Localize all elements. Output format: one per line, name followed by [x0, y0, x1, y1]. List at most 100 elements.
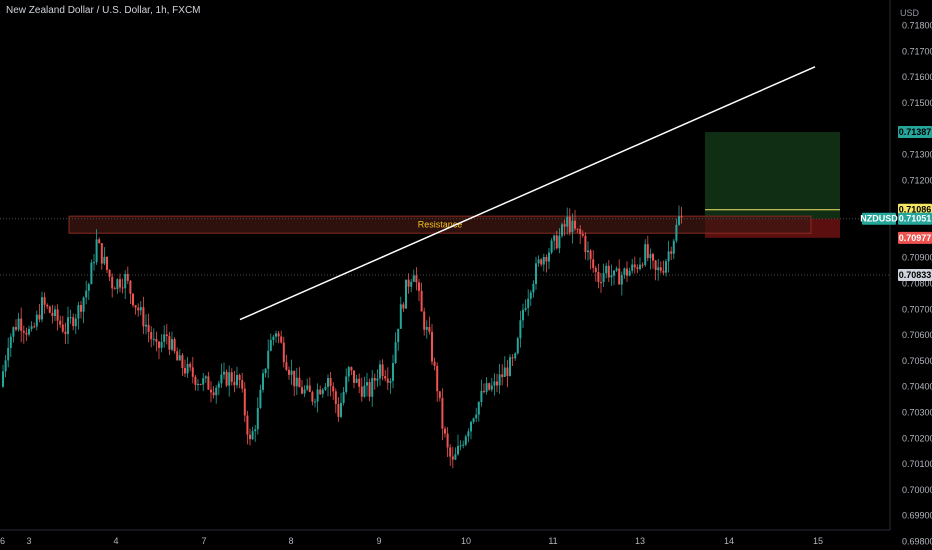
candle[interactable]	[116, 278, 119, 294]
candle[interactable]	[563, 219, 566, 236]
candle[interactable]	[254, 424, 257, 442]
candle[interactable]	[217, 380, 220, 396]
candle[interactable]	[280, 330, 283, 344]
candle[interactable]	[233, 371, 236, 393]
candle[interactable]	[324, 383, 327, 391]
candle[interactable]	[103, 247, 106, 266]
candle[interactable]	[197, 379, 199, 391]
candle[interactable]	[61, 316, 64, 334]
candle[interactable]	[290, 359, 293, 385]
candle[interactable]	[605, 262, 608, 279]
candle[interactable]	[363, 376, 366, 398]
candle[interactable]	[129, 279, 132, 305]
candle[interactable]	[514, 352, 517, 361]
candle[interactable]	[241, 372, 244, 393]
candle[interactable]	[20, 307, 23, 343]
candle[interactable]	[540, 258, 543, 267]
candle[interactable]	[405, 279, 407, 309]
candle[interactable]	[176, 347, 179, 361]
candle[interactable]	[64, 322, 67, 345]
candle[interactable]	[397, 328, 400, 351]
candle[interactable]	[462, 440, 465, 449]
candle[interactable]	[30, 321, 33, 332]
candle[interactable]	[259, 384, 262, 409]
candle[interactable]	[93, 254, 95, 271]
candle[interactable]	[509, 354, 511, 377]
candle[interactable]	[584, 232, 587, 260]
candle[interactable]	[142, 296, 145, 335]
candle[interactable]	[425, 320, 428, 339]
candle[interactable]	[459, 440, 462, 451]
candle[interactable]	[301, 380, 303, 395]
candle[interactable]	[340, 392, 342, 419]
candle[interactable]	[15, 319, 17, 332]
candle[interactable]	[470, 420, 472, 440]
candle[interactable]	[446, 427, 449, 457]
candle[interactable]	[272, 334, 275, 346]
candle[interactable]	[402, 302, 405, 312]
candle[interactable]	[620, 271, 623, 296]
candle[interactable]	[106, 256, 108, 274]
candle[interactable]	[262, 369, 264, 393]
candle[interactable]	[145, 314, 147, 335]
candle[interactable]	[451, 446, 454, 469]
candle[interactable]	[46, 303, 49, 310]
candle[interactable]	[626, 261, 628, 283]
candle[interactable]	[355, 375, 358, 384]
candle[interactable]	[251, 426, 254, 441]
candle[interactable]	[537, 255, 540, 267]
candle[interactable]	[33, 322, 36, 329]
candle[interactable]	[48, 305, 51, 314]
candle[interactable]	[204, 375, 207, 383]
candle[interactable]	[386, 367, 389, 390]
candle[interactable]	[613, 270, 615, 286]
candle[interactable]	[506, 360, 509, 388]
candle[interactable]	[366, 372, 368, 397]
candle[interactable]	[282, 336, 285, 368]
candle[interactable]	[72, 313, 75, 331]
candle[interactable]	[639, 257, 641, 271]
candle[interactable]	[111, 273, 114, 298]
candle[interactable]	[147, 313, 150, 343]
candle[interactable]	[581, 230, 584, 238]
candle[interactable]	[516, 336, 519, 355]
candle[interactable]	[594, 265, 597, 282]
candle[interactable]	[236, 366, 238, 389]
candle[interactable]	[488, 382, 491, 392]
candle[interactable]	[56, 304, 59, 331]
candle[interactable]	[98, 237, 101, 244]
candle[interactable]	[659, 261, 662, 274]
candle[interactable]	[589, 248, 592, 270]
candle[interactable]	[298, 367, 301, 388]
candle[interactable]	[17, 312, 20, 332]
candle[interactable]	[358, 373, 361, 394]
candle[interactable]	[415, 267, 418, 291]
candle[interactable]	[51, 304, 54, 324]
candle[interactable]	[194, 374, 197, 391]
candle[interactable]	[210, 381, 212, 403]
candle[interactable]	[524, 299, 527, 312]
candle[interactable]	[610, 264, 613, 286]
candle[interactable]	[69, 309, 72, 324]
candle[interactable]	[423, 307, 426, 336]
candle[interactable]	[321, 387, 324, 398]
candle[interactable]	[178, 349, 181, 361]
candle[interactable]	[381, 359, 384, 381]
candle[interactable]	[576, 228, 579, 234]
candle[interactable]	[501, 364, 504, 386]
candle[interactable]	[306, 378, 309, 392]
candle[interactable]	[360, 377, 363, 402]
candle[interactable]	[59, 315, 62, 328]
candle[interactable]	[314, 398, 316, 408]
candle[interactable]	[134, 304, 137, 315]
candle[interactable]	[308, 377, 311, 393]
candle[interactable]	[672, 238, 675, 260]
candle[interactable]	[558, 228, 561, 254]
candle[interactable]	[139, 300, 142, 316]
candle[interactable]	[256, 397, 259, 435]
candle[interactable]	[332, 381, 335, 400]
candle[interactable]	[566, 207, 569, 235]
candle[interactable]	[436, 362, 439, 402]
candle[interactable]	[82, 296, 85, 324]
candle[interactable]	[503, 356, 506, 378]
